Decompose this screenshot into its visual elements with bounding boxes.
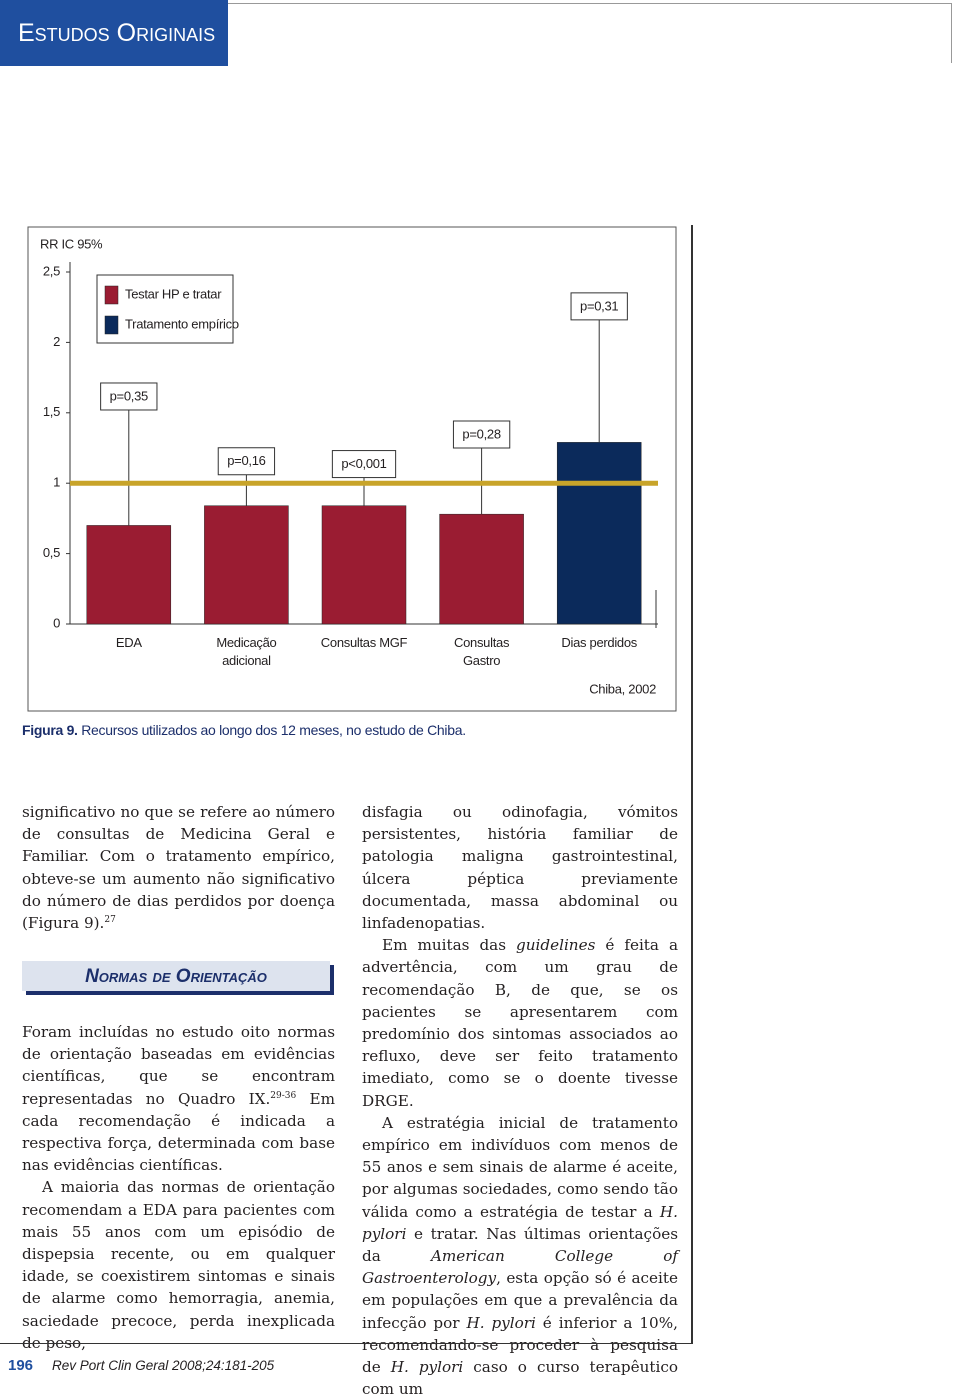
- x-tick-label: Dias perdidos: [561, 635, 637, 650]
- y-tick-label: 1: [53, 475, 60, 490]
- p-value-label: p=0,16: [227, 453, 265, 468]
- p-value-label: p=0,35: [110, 388, 148, 403]
- text: Em cada recomendação é indicada a respec…: [22, 1089, 335, 1175]
- text: disfagia ou odinofagia, vómitos persiste…: [362, 803, 678, 933]
- text: Em muitas das: [382, 936, 517, 955]
- x-tick-label: EDA: [116, 635, 142, 650]
- figure-caption: Figura 9. Recursos utilizados ao longo d…: [22, 722, 466, 738]
- reference: 27: [104, 914, 116, 925]
- paragraph: Em muitas das guidelines é feita a adver…: [362, 934, 678, 1112]
- figure-text: Recursos utilizados ao longo dos 12 mese…: [81, 722, 466, 738]
- paragraph: Foram incluídas no estudo oito normas de…: [22, 1021, 335, 1176]
- text: é feita a advertência, com um grau de re…: [362, 936, 678, 1110]
- p-value-box: [100, 382, 158, 411]
- label-line: Dias perdidos: [561, 635, 637, 650]
- p-value-label: p=0,31: [580, 298, 618, 313]
- y-axis-label: RR IC 95%: [40, 236, 103, 251]
- p-value-box: [570, 292, 628, 321]
- x-tick-label: Consultas Gastro: [454, 635, 510, 668]
- section-heading: Normas de Orientação: [22, 961, 330, 991]
- legend-box: [96, 274, 234, 344]
- x-tick-label: Medicação adicional: [216, 635, 276, 668]
- text: e tratar. Nas últimas orientações da: [362, 1224, 678, 1266]
- bar: [86, 525, 172, 625]
- journal-citation: Rev Port Clin Geral 2008;24:181-205: [52, 1358, 275, 1373]
- label-line: EDA: [116, 635, 142, 650]
- x-tick-label: Consultas MGF: [321, 635, 408, 650]
- bar: [204, 505, 289, 625]
- paragraph: significativo no que se refere ao número…: [22, 801, 335, 934]
- paragraph: A maioria das normas de orientação recom…: [22, 1176, 335, 1354]
- page-number: 196: [8, 1357, 34, 1374]
- p-value-box: [331, 450, 397, 479]
- bar: [556, 442, 642, 625]
- p-value-label: p<0,001: [341, 456, 386, 471]
- bar: [439, 513, 524, 625]
- p-value-box: [217, 447, 276, 476]
- y-tick-label: 0,5: [43, 545, 60, 560]
- legend-label: Tratamento empírico: [125, 316, 239, 331]
- chart-source: Chiba, 2002: [589, 681, 656, 696]
- label-line: Gastro: [463, 653, 500, 668]
- text: American College of Gastroenterology: [362, 1247, 678, 1288]
- paragraph: A estratégia inicial de tratamento empír…: [362, 1112, 678, 1400]
- right-column: disfagia ou odinofagia, vómitos persiste…: [362, 801, 678, 1400]
- legend-label: Testar HP e tratar: [125, 286, 222, 301]
- y-tick-label: 2: [53, 334, 60, 349]
- footer-rule: [0, 1343, 693, 1344]
- label-line: Consultas MGF: [321, 635, 408, 650]
- top-rule: [0, 3, 952, 4]
- text: A maioria das normas de orientação recom…: [22, 1178, 335, 1352]
- text: guidelines: [516, 936, 596, 955]
- y-tick-label: 2,5: [43, 263, 60, 278]
- paragraph: disfagia ou odinofagia, vómitos persiste…: [362, 801, 678, 934]
- text: H. pylori: [466, 1313, 536, 1332]
- reference: 29-36: [270, 1090, 297, 1101]
- legend-swatch: [104, 285, 119, 305]
- label-line: Medicação: [216, 635, 276, 650]
- left-column-top: significativo no que se refere ao número…: [22, 801, 335, 934]
- left-column-bottom: Foram incluídas no estudo oito normas de…: [22, 1021, 335, 1354]
- column-rule: [691, 225, 693, 1343]
- text: é inferior a 10%, recomendando-se proced…: [362, 1313, 678, 1377]
- edge-rule: [951, 3, 952, 63]
- figure-label: Figura 9.: [22, 722, 78, 738]
- text: Foram incluídas no estudo oito normas de…: [22, 1023, 335, 1108]
- text: H. pylori: [390, 1358, 464, 1377]
- p-value-label: p=0,28: [462, 426, 500, 441]
- bar: [321, 505, 407, 625]
- p-value-box: [452, 420, 511, 449]
- y-tick-label: 1,5: [43, 404, 60, 419]
- legend-swatch: [104, 315, 119, 335]
- text: , esta opção só é aceite em populações e…: [362, 1269, 678, 1332]
- text: H. pylori: [362, 1202, 678, 1243]
- text: significativo no que se refere ao número…: [22, 803, 335, 933]
- section-header: Estudos Originais: [0, 0, 228, 66]
- label-line: Consultas: [454, 635, 510, 650]
- label-line: adicional: [222, 653, 271, 668]
- y-tick-label: 0: [53, 615, 60, 630]
- chart: RR IC 95% Chiba, 2002 00,511,522,5EDA30%…: [27, 226, 677, 712]
- text: A estratégia inicial de tratamento empír…: [362, 1113, 678, 1221]
